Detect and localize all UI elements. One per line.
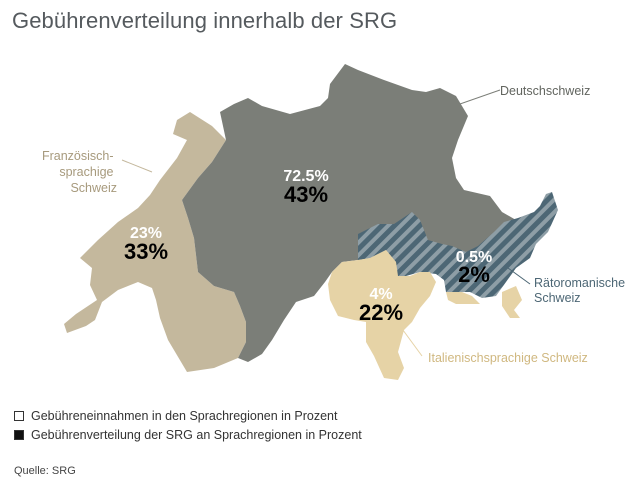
income-it: 4% xyxy=(369,286,392,303)
legend: Gebühreneinnahmen in den Sprachregionen … xyxy=(14,406,362,444)
distribution-it: 22% xyxy=(359,300,403,325)
distribution-fr: 33% xyxy=(124,239,168,264)
legend-item-distribution: Gebührenverteilung der SRG an Sprachregi… xyxy=(14,425,362,444)
region-rm-shape xyxy=(358,192,558,298)
leader-line-de xyxy=(440,89,501,105)
legend-swatch-income xyxy=(14,410,24,421)
distribution-de: 43% xyxy=(284,182,328,207)
leader-line-rm xyxy=(507,267,531,285)
region-it-shape xyxy=(328,250,436,380)
source-note: Quelle: SRG xyxy=(14,465,76,477)
legend-item-income: Gebühreneinnahmen in den Sprachregionen … xyxy=(14,406,362,425)
legend-swatch-distribution xyxy=(14,429,24,440)
region-it-shape-2 xyxy=(446,292,480,304)
income-de: 72.5% xyxy=(283,168,328,185)
leader-line-fr xyxy=(121,159,153,173)
income-rm: 0.5% xyxy=(456,249,492,266)
label-rm: Rätoromanische Schweiz xyxy=(534,276,629,305)
legend-label-distribution: Gebührenverteilung der SRG an Sprachregi… xyxy=(31,427,362,442)
label-it: Italienischsprachige Schweiz xyxy=(428,351,588,365)
region-de-shape xyxy=(182,64,540,362)
chart-title: Gebührenverteilung innerhalb der SRG xyxy=(12,8,398,33)
label-fr: Französisch- sprachige Schweiz xyxy=(42,149,117,195)
legend-label-income: Gebühreneinnahmen in den Sprachregionen … xyxy=(31,408,338,423)
distribution-rm: 2% xyxy=(458,262,490,287)
leader-line-it xyxy=(399,325,423,357)
label-de: Deutschschweiz xyxy=(500,84,590,98)
income-fr: 23% xyxy=(130,225,162,242)
region-it-shape-3 xyxy=(502,286,522,318)
region-fr-shape xyxy=(64,112,246,372)
